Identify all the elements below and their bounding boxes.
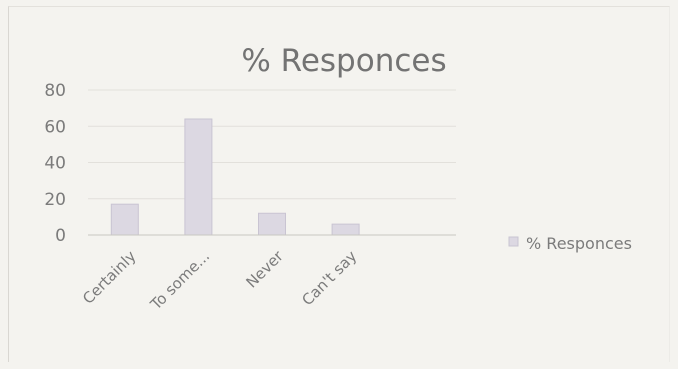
y-tick-label: 60 [44, 117, 66, 137]
y-tick-label: 40 [44, 154, 66, 174]
y-axis-ticks: 0 20 40 60 80 [44, 81, 66, 246]
legend: % Responces [508, 234, 632, 253]
x-category-label: Certainly [79, 247, 140, 308]
x-category-label: Never [242, 247, 287, 292]
x-category-label: Can't say [298, 247, 360, 309]
bar [258, 212, 286, 236]
y-tick-label: 0 [55, 226, 66, 246]
bars [110, 118, 360, 236]
chart-title: % Responces [241, 43, 446, 79]
bar [184, 118, 213, 236]
y-tick-label: 20 [44, 190, 66, 210]
legend-swatch [508, 236, 519, 247]
chart-frame [8, 6, 670, 362]
gridlines [88, 89, 456, 200]
bar [331, 223, 360, 236]
x-category-label: To some... [146, 247, 213, 314]
y-tick-label: 80 [44, 81, 66, 101]
bar [110, 203, 139, 236]
legend-label: % Responces [526, 234, 632, 253]
x-axis-categories: Certainly To some... Never Can't say [79, 247, 360, 315]
